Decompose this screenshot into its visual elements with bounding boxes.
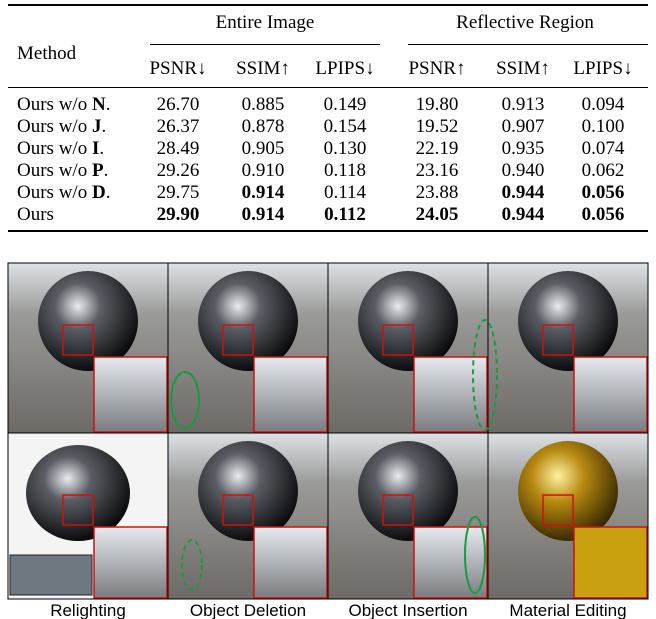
group-header: Reflective Region <box>456 12 594 33</box>
method-cell: Ours w/o P. <box>17 160 109 181</box>
zoom-box <box>542 494 574 526</box>
value-cell: 0.944 <box>501 182 545 203</box>
value-cell: 24.05 <box>415 204 459 225</box>
value-cell: 0.130 <box>323 138 367 159</box>
value-cell: 0.094 <box>581 94 625 115</box>
value-cell: 0.149 <box>323 94 367 115</box>
value-cell: 0.914 <box>241 182 285 203</box>
panel-border <box>487 432 649 600</box>
bottom-rule <box>8 230 648 232</box>
value-cell: 0.914 <box>241 204 285 225</box>
value-cell: 0.062 <box>581 160 625 181</box>
value-cell: 0.074 <box>581 138 625 159</box>
column-header: SSIM↑ <box>496 58 550 79</box>
sphere <box>198 441 298 541</box>
method-cell: Ours w/o J. <box>17 116 107 137</box>
sphere <box>518 441 618 541</box>
zoom-box <box>62 494 94 526</box>
value-cell: 29.26 <box>156 160 200 181</box>
zoom-box <box>62 324 94 356</box>
zoom-box <box>222 494 254 526</box>
value-cell: 22.19 <box>415 138 459 159</box>
value-cell: 0.154 <box>323 116 367 137</box>
highlight-ring <box>170 371 200 429</box>
zoom-inset <box>253 356 328 433</box>
sphere <box>518 271 618 371</box>
zoom-inset <box>413 526 488 599</box>
zoom-inset <box>93 356 168 433</box>
value-cell: 19.52 <box>415 116 459 137</box>
value-cell: 0.940 <box>501 160 545 181</box>
value-cell: 26.37 <box>156 116 200 137</box>
value-cell: 0.112 <box>324 204 366 225</box>
value-cell: 0.907 <box>501 116 545 137</box>
zoom-box <box>222 324 254 356</box>
value-cell: 0.878 <box>241 116 285 137</box>
column-header: LPIPS↓ <box>315 58 375 79</box>
value-cell: 0.944 <box>501 204 545 225</box>
caption: Material Editing <box>509 601 626 619</box>
highlight-ring <box>472 319 498 431</box>
header-rule <box>8 87 648 88</box>
caption: Object Deletion <box>190 601 306 619</box>
highlight-ring <box>181 539 203 591</box>
value-cell: 0.056 <box>581 182 625 203</box>
value-cell: 29.90 <box>156 204 200 225</box>
method-cell: Ours w/o I. <box>17 138 105 159</box>
method-cell: Ours w/o D. <box>17 182 111 203</box>
zoom-inset <box>253 526 328 599</box>
top-rule <box>8 4 648 6</box>
column-header: LPIPS↓ <box>573 58 633 79</box>
method-cell: Ours <box>17 204 54 225</box>
value-cell: 19.80 <box>415 94 459 115</box>
helmet <box>26 445 130 541</box>
value-cell: 0.885 <box>241 94 285 115</box>
method-cell: Ours w/o N. <box>17 94 111 115</box>
column-header: PSNR↑ <box>408 58 466 79</box>
caption: Object Insertion <box>348 601 467 619</box>
value-cell: 29.75 <box>156 182 200 203</box>
value-cell: 0.913 <box>501 94 545 115</box>
value-cell: 0.100 <box>581 116 625 137</box>
value-cell: 0.114 <box>323 182 367 203</box>
zoom-box <box>382 494 414 526</box>
method-header: Method <box>17 43 77 64</box>
caption: Relighting <box>50 601 126 619</box>
zoom-inset <box>573 526 648 599</box>
value-cell: 26.70 <box>156 94 200 115</box>
value-cell: 0.118 <box>323 160 367 181</box>
sphere <box>198 271 298 371</box>
column-header: SSIM↑ <box>236 58 290 79</box>
highlight-ring <box>464 516 486 594</box>
sphere <box>358 271 458 371</box>
zoom-inset <box>93 526 168 599</box>
value-cell: 23.88 <box>415 182 459 203</box>
value-cell: 0.910 <box>241 160 285 181</box>
env-map <box>9 554 93 596</box>
group-rule <box>150 44 380 45</box>
value-cell: 0.935 <box>501 138 545 159</box>
column-header: PSNR↓ <box>149 58 207 79</box>
value-cell: 28.49 <box>156 138 200 159</box>
value-cell: 0.056 <box>581 204 625 225</box>
zoom-box <box>382 324 414 356</box>
value-cell: 0.905 <box>241 138 285 159</box>
sphere <box>38 271 138 371</box>
sphere <box>358 441 458 541</box>
zoom-inset <box>413 356 488 433</box>
group-header: Entire Image <box>215 12 315 33</box>
zoom-box <box>542 324 574 356</box>
value-cell: 23.16 <box>415 160 459 181</box>
group-rule <box>408 44 648 45</box>
zoom-inset <box>573 356 648 433</box>
